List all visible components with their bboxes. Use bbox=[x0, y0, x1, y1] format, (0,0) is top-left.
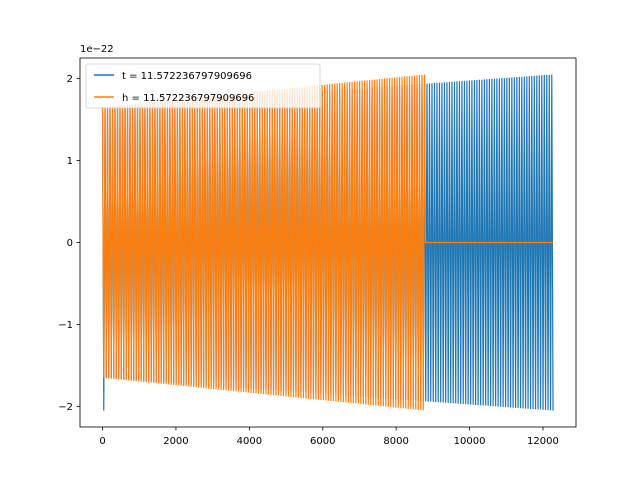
y-tick-label: −2 bbox=[58, 402, 73, 413]
legend: t = 11.572236797909696 h = 11.5722367979… bbox=[85, 63, 321, 109]
y-axis: −2 −1 0 1 2 bbox=[58, 74, 80, 413]
y-tick-label: 2 bbox=[67, 74, 73, 85]
x-tick-label: 4000 bbox=[237, 436, 262, 447]
x-tick-label: 6000 bbox=[310, 436, 335, 447]
legend-box bbox=[85, 63, 321, 109]
x-tick-label: 12000 bbox=[527, 436, 559, 447]
legend-label-t: t = 11.572236797909696 bbox=[122, 71, 252, 82]
y-offset-label: 1e−22 bbox=[80, 44, 114, 55]
y-tick-label: 1 bbox=[67, 156, 73, 167]
y-tick-label: −1 bbox=[58, 320, 73, 331]
x-tick-label: 0 bbox=[99, 436, 105, 447]
legend-label-h: h = 11.572236797909696 bbox=[122, 93, 254, 104]
x-tick-label: 8000 bbox=[383, 436, 408, 447]
x-tick-label: 10000 bbox=[454, 436, 486, 447]
x-axis: 0 2000 4000 6000 8000 10000 12000 bbox=[99, 427, 559, 447]
y-tick-label: 0 bbox=[67, 238, 73, 249]
x-tick-label: 2000 bbox=[163, 436, 188, 447]
